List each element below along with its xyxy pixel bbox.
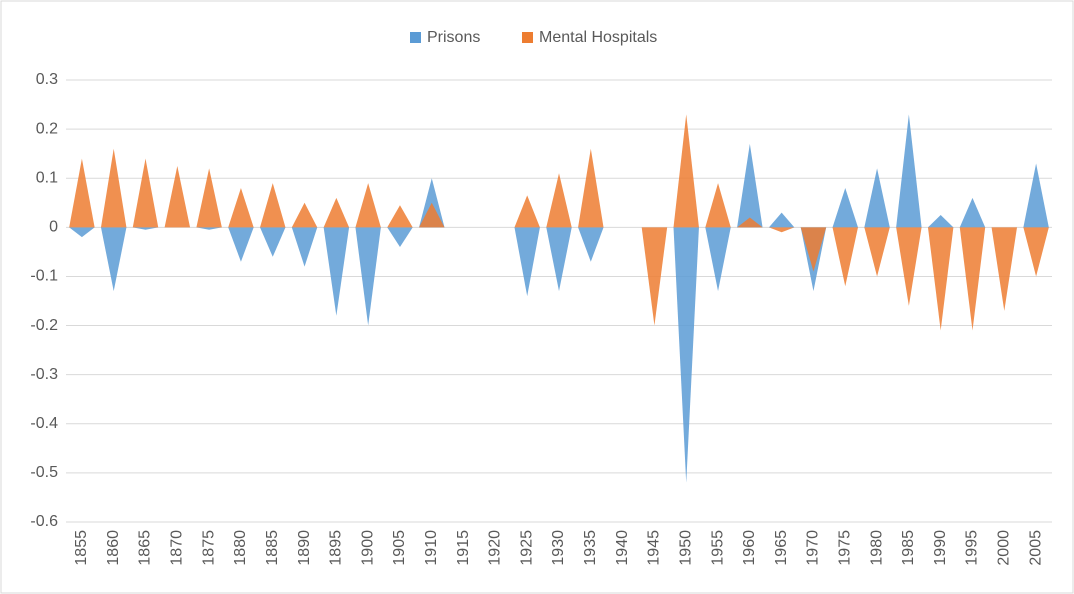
- spike: [196, 227, 222, 230]
- x-tick-label: 1975: [836, 530, 853, 566]
- spike: [228, 227, 254, 262]
- spike: [260, 183, 286, 228]
- spike: [355, 227, 381, 326]
- spike: [737, 217, 763, 228]
- legend-label: Mental Hospitals: [539, 29, 657, 46]
- spike: [1023, 163, 1049, 228]
- x-tick-label: 1870: [169, 530, 186, 566]
- spike: [546, 227, 572, 292]
- spike: [323, 227, 350, 316]
- spike: [164, 165, 191, 228]
- x-tick-label: 1950: [677, 530, 694, 566]
- spike: [578, 227, 604, 262]
- x-tick-label: 1985: [900, 530, 917, 566]
- spike: [959, 197, 986, 228]
- spike: [927, 215, 954, 228]
- spike: [387, 227, 413, 247]
- spike: [705, 183, 731, 228]
- x-tick-label: 1875: [200, 530, 217, 566]
- spike: [800, 227, 827, 272]
- spike: [291, 227, 318, 267]
- spike: [832, 188, 858, 228]
- legend-swatch: [410, 32, 421, 43]
- x-tick-label: 2000: [996, 530, 1013, 566]
- spike: [546, 173, 572, 228]
- legend-label: Prisons: [427, 29, 480, 46]
- spike: [832, 227, 858, 287]
- spike: [737, 143, 763, 228]
- y-tick-label: 0.2: [36, 120, 58, 137]
- spike: [228, 188, 254, 228]
- spike: [768, 227, 795, 233]
- spike: [100, 148, 127, 228]
- y-tick-label: -0.6: [30, 513, 58, 530]
- y-tick-label: 0.1: [36, 169, 58, 186]
- x-tick-label: 1990: [932, 530, 949, 566]
- spike: [387, 205, 413, 228]
- y-tick-label: -0.5: [30, 464, 58, 481]
- y-tick-label: -0.4: [30, 415, 58, 432]
- x-tick-label: 1910: [423, 530, 440, 566]
- spike: [132, 158, 159, 228]
- x-tick-label: 1960: [741, 530, 758, 566]
- x-tick-label: 1865: [137, 530, 154, 566]
- spike: [673, 114, 699, 228]
- x-tick-label: 1855: [73, 530, 90, 566]
- x-tick-label: 1930: [550, 530, 567, 566]
- x-tick-label: 1940: [614, 530, 631, 566]
- spike: [260, 227, 286, 257]
- x-tick-label: 1935: [582, 530, 599, 566]
- spike: [1023, 227, 1049, 277]
- spike: [514, 227, 540, 297]
- y-tick-label: 0: [49, 219, 58, 236]
- spike: [991, 227, 1018, 311]
- spike: [100, 227, 127, 292]
- spike: [927, 227, 954, 331]
- spike: [419, 202, 445, 228]
- spike: [323, 197, 350, 228]
- x-tick-label: 1955: [709, 530, 726, 566]
- spike: [896, 114, 922, 228]
- x-tick-label: 1895: [328, 530, 345, 566]
- x-tick-label: 1915: [455, 530, 472, 566]
- x-tick-label: 1925: [518, 530, 535, 566]
- spike: [864, 168, 890, 228]
- x-tick-label: 1900: [359, 530, 376, 566]
- x-tick-label: 1995: [964, 530, 981, 566]
- x-tick-label: 1860: [105, 530, 122, 566]
- spike: [132, 227, 159, 230]
- spike: [959, 227, 986, 331]
- x-tick-label: 2005: [1027, 530, 1044, 566]
- x-tick-label: 1885: [264, 530, 281, 566]
- spike: [514, 195, 540, 228]
- spike: [705, 227, 731, 292]
- y-tick-label: -0.2: [30, 317, 58, 334]
- spike: [69, 227, 95, 238]
- spike: [768, 212, 795, 228]
- spike: [196, 168, 222, 228]
- spike: [355, 183, 381, 228]
- y-tick-label: 0.3: [36, 71, 58, 88]
- x-tick-label: 1965: [773, 530, 790, 566]
- x-tick-label: 1980: [868, 530, 885, 566]
- x-tick-label: 1905: [391, 530, 408, 566]
- y-tick-label: -0.1: [30, 268, 58, 285]
- x-tick-label: 1920: [487, 530, 504, 566]
- spike: [578, 148, 604, 228]
- spike: [291, 202, 318, 228]
- spike: [896, 227, 922, 306]
- y-tick-label: -0.3: [30, 366, 58, 383]
- spike: [673, 227, 699, 483]
- x-tick-label: 1945: [646, 530, 663, 566]
- x-tick-label: 1890: [296, 530, 313, 566]
- spike: [641, 227, 668, 326]
- spike: [864, 227, 890, 277]
- x-tick-label: 1880: [232, 530, 249, 566]
- x-tick-label: 1970: [805, 530, 822, 566]
- legend-swatch: [522, 32, 533, 43]
- spike: [69, 158, 95, 228]
